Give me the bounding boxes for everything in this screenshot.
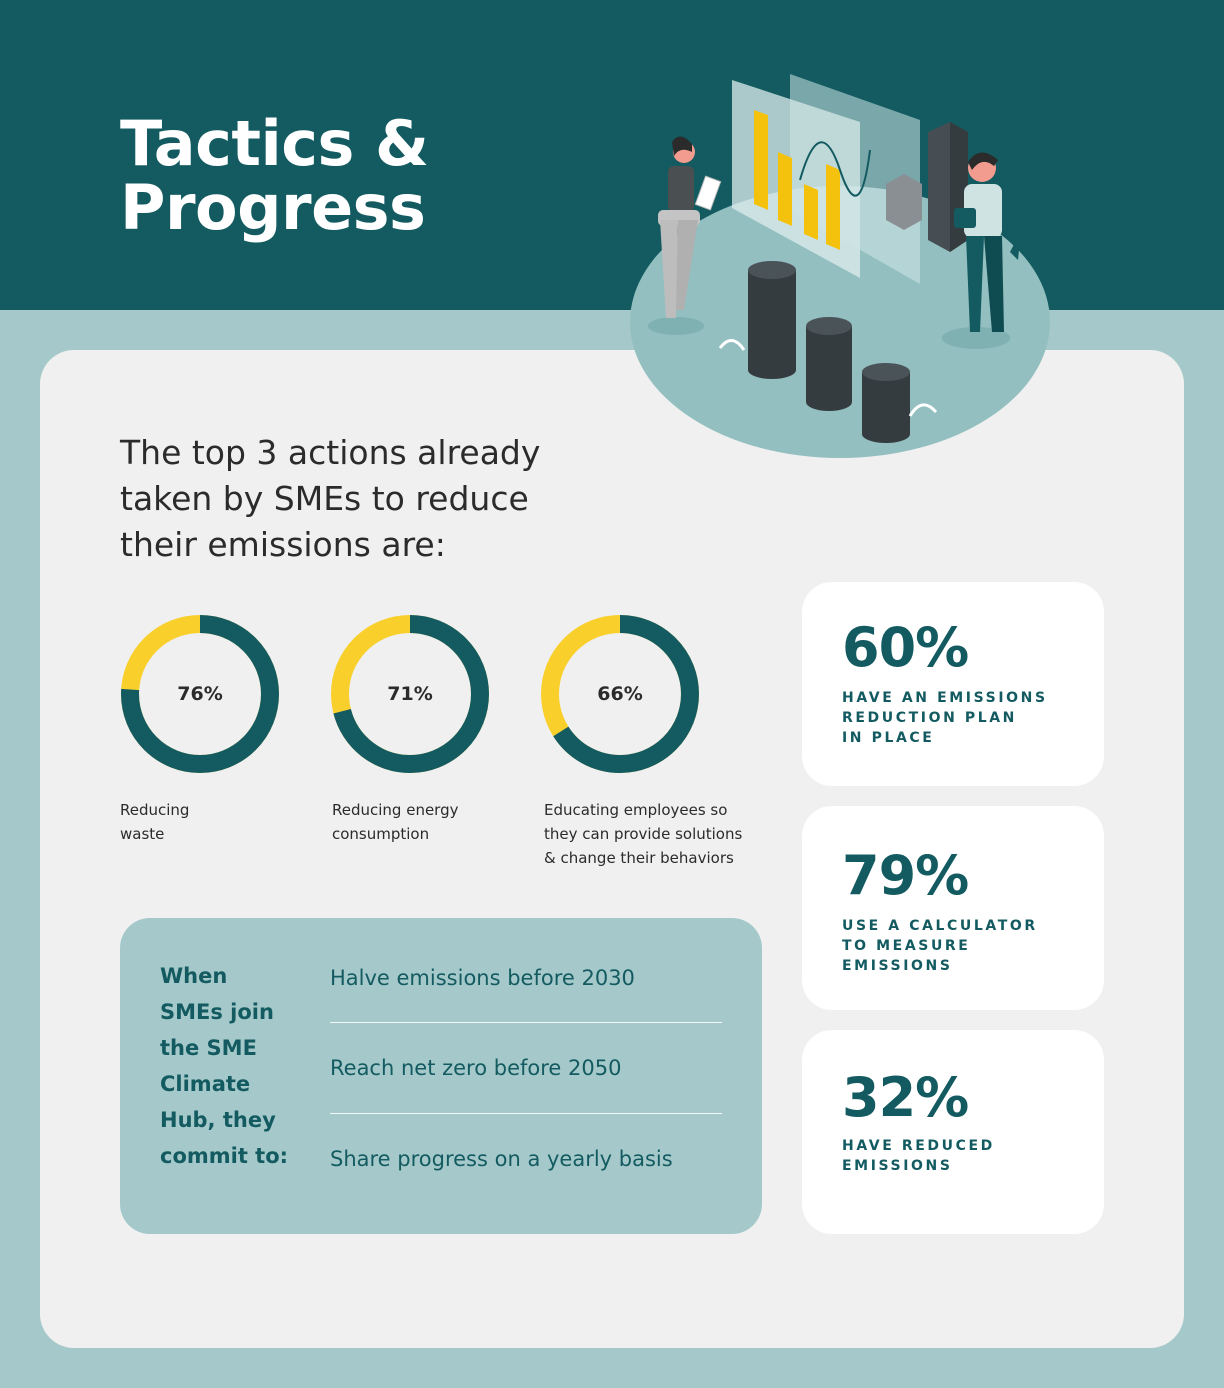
caption-line: Reducing <box>120 801 190 819</box>
divider <box>330 1113 722 1114</box>
stat-card-2: 79% Use a calculator to measure emission… <box>802 806 1104 1010</box>
stat-card-1: 60% Have an emissions reduction plan in … <box>802 582 1104 786</box>
donut-1-caption: Reducing waste <box>120 798 340 846</box>
stat-line: emissions <box>842 958 953 974</box>
stat-line: Use a calculator <box>842 918 1038 934</box>
commitment-item: Reach net zero before 2050 <box>330 1056 622 1080</box>
lead-line: When <box>160 964 228 988</box>
donut-chart-3: 66% <box>538 612 702 776</box>
analytics-illustration <box>630 74 1050 458</box>
page-title-line-2: Progress <box>120 171 426 244</box>
page-title-line-1: Tactics & <box>120 107 429 180</box>
lead-line: the SME <box>160 1036 257 1060</box>
caption-line: & change their behaviors <box>544 849 734 867</box>
donut-1-value: 76% <box>177 683 223 705</box>
donut-3-caption: Educating employees so they can provide … <box>544 798 764 870</box>
commitments-box: When SMEs join the SME Climate Hub, they… <box>120 918 762 1234</box>
commitment-item: Halve emissions before 2030 <box>330 966 635 990</box>
donut-2-arc <box>331 615 489 773</box>
donut-2-caption: Reducing energy consumption <box>332 798 552 846</box>
lead-line: Climate <box>160 1072 251 1096</box>
donut-chart-2: 71% <box>328 612 492 776</box>
stat-description: Use a calculator to measure emissions <box>842 916 1072 976</box>
donut-3-arc <box>541 615 699 773</box>
page-title: Tactics & Progress <box>120 112 429 240</box>
stat-description: Have reduced emissions <box>842 1136 1072 1176</box>
stat-value: 32% <box>842 1066 969 1129</box>
caption-line: they can provide solutions <box>544 825 743 843</box>
lead-line: SMEs join <box>160 1000 274 1024</box>
donut-2-value: 71% <box>387 683 433 705</box>
caption-line: waste <box>120 825 165 843</box>
donut-1-arc <box>121 615 279 773</box>
lead-line: commit to: <box>160 1144 289 1168</box>
stat-value: 60% <box>842 616 969 679</box>
stat-line: Have an emissions <box>842 690 1048 706</box>
stat-card-3: 32% Have reduced emissions <box>802 1030 1104 1234</box>
caption-line: Educating employees so <box>544 801 728 819</box>
stat-line: in place <box>842 730 935 746</box>
intro-text: The top 3 actions already taken by SMEs … <box>120 433 541 564</box>
caption-line: Reducing energy <box>332 801 459 819</box>
donut-3-value: 66% <box>597 683 643 705</box>
commitments-list: Halve emissions before 2030 Reach net ze… <box>330 958 722 1204</box>
lead-line: Hub, they <box>160 1108 276 1132</box>
stat-line: Have reduced <box>842 1138 995 1154</box>
stat-value: 79% <box>842 844 969 907</box>
commitment-item: Share progress on a yearly basis <box>330 1147 673 1171</box>
divider <box>330 1022 722 1023</box>
stat-line: emissions <box>842 1158 953 1174</box>
stat-description: Have an emissions reduction plan in plac… <box>842 688 1072 748</box>
commitments-lead: When SMEs join the SME Climate Hub, they… <box>160 958 300 1174</box>
caption-line: consumption <box>332 825 430 843</box>
donut-chart-1: 76% <box>118 612 282 776</box>
stat-line: to measure <box>842 938 971 954</box>
stat-line: reduction plan <box>842 710 1017 726</box>
